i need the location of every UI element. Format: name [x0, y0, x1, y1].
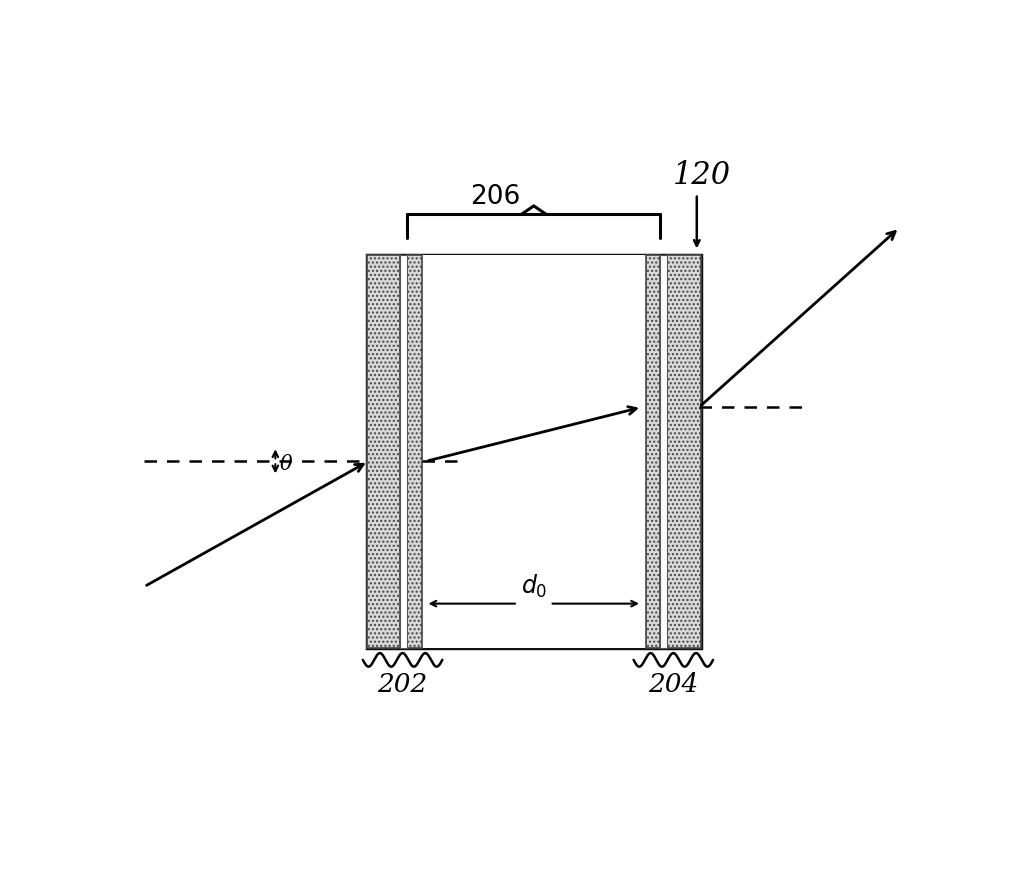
Bar: [366, 254, 400, 648]
Text: 120: 120: [673, 159, 732, 191]
Bar: [422, 254, 646, 648]
Text: 202: 202: [378, 671, 428, 697]
Text: $d_0$: $d_0$: [520, 573, 547, 600]
Bar: [667, 254, 701, 648]
Text: 206: 206: [470, 184, 520, 209]
Bar: [366, 254, 701, 648]
Text: 204: 204: [648, 671, 699, 697]
Bar: [407, 254, 422, 648]
Bar: [400, 254, 407, 648]
Bar: [646, 254, 660, 648]
Text: θ: θ: [279, 455, 292, 474]
Bar: [660, 254, 667, 648]
